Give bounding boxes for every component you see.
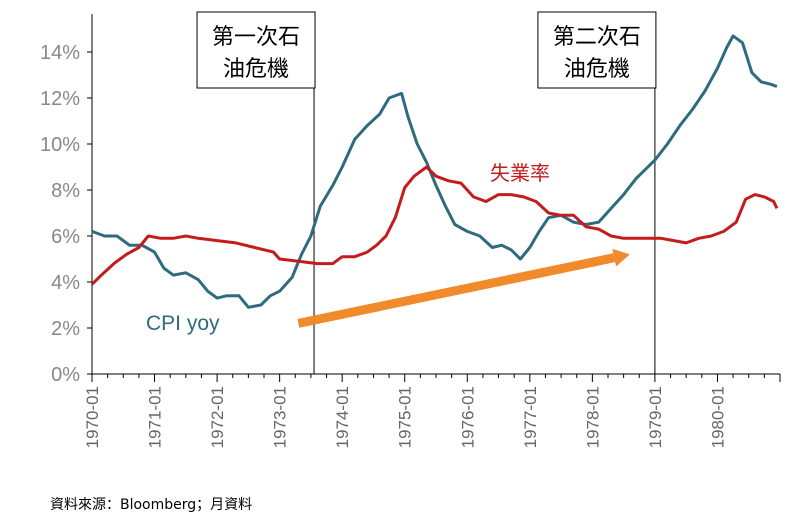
x-tick-label: 1976-01 [458, 386, 477, 448]
y-tick-label: 8% [51, 180, 80, 202]
y-tick-label: 0% [51, 364, 80, 386]
oil-crisis-1-box [196, 11, 316, 89]
x-tick-label: 1978-01 [583, 386, 602, 448]
cpi-yoy-line [91, 34, 778, 309]
x-tick-label: 1979-01 [646, 386, 665, 448]
oil-crisis-1-line1: 第一次石 [212, 25, 300, 50]
oil-crisis-1-line2: 油危機 [223, 57, 289, 82]
x-tick-label: 1974-01 [333, 386, 352, 448]
y-tick-label: 6% [51, 226, 80, 248]
y-tick-label: 4% [51, 272, 80, 294]
oil-crisis-2-line2: 油危機 [564, 57, 630, 82]
x-tick-label: 1972-01 [208, 386, 227, 448]
unemployment-series-label: 失業率 [490, 161, 550, 185]
x-tick-label: 1970-01 [83, 386, 102, 448]
y-tick-label: 14% [40, 42, 80, 64]
cpi-series-label: CPI yoy [146, 312, 220, 335]
x-tick-label: 1980-01 [708, 386, 727, 448]
y-tick-label: 10% [40, 134, 80, 156]
oil-crisis-2-box [537, 11, 657, 89]
chart-series [90, 34, 779, 309]
y-tick-label: 12% [40, 88, 80, 110]
chart-axes: 0% 2% 4% 6% 8% 10% 12% 14% 1970-01 1971-01 1972-01… [40, 14, 781, 448]
x-tick-label: 1971-01 [146, 386, 165, 448]
oil-crisis-2-line1: 第二次石 [553, 25, 641, 50]
trend-arrow-shaft [297, 253, 616, 328]
x-tick-label: 1977-01 [521, 386, 540, 448]
trend-arrow-head [612, 248, 630, 267]
source-note: 資料來源：Bloomberg；月資料 [50, 497, 253, 513]
y-tick-label: 2% [51, 318, 80, 340]
unemployment-line [90, 165, 779, 286]
x-tick-label: 1973-01 [271, 386, 290, 448]
x-tick-label: 1975-01 [396, 386, 415, 448]
